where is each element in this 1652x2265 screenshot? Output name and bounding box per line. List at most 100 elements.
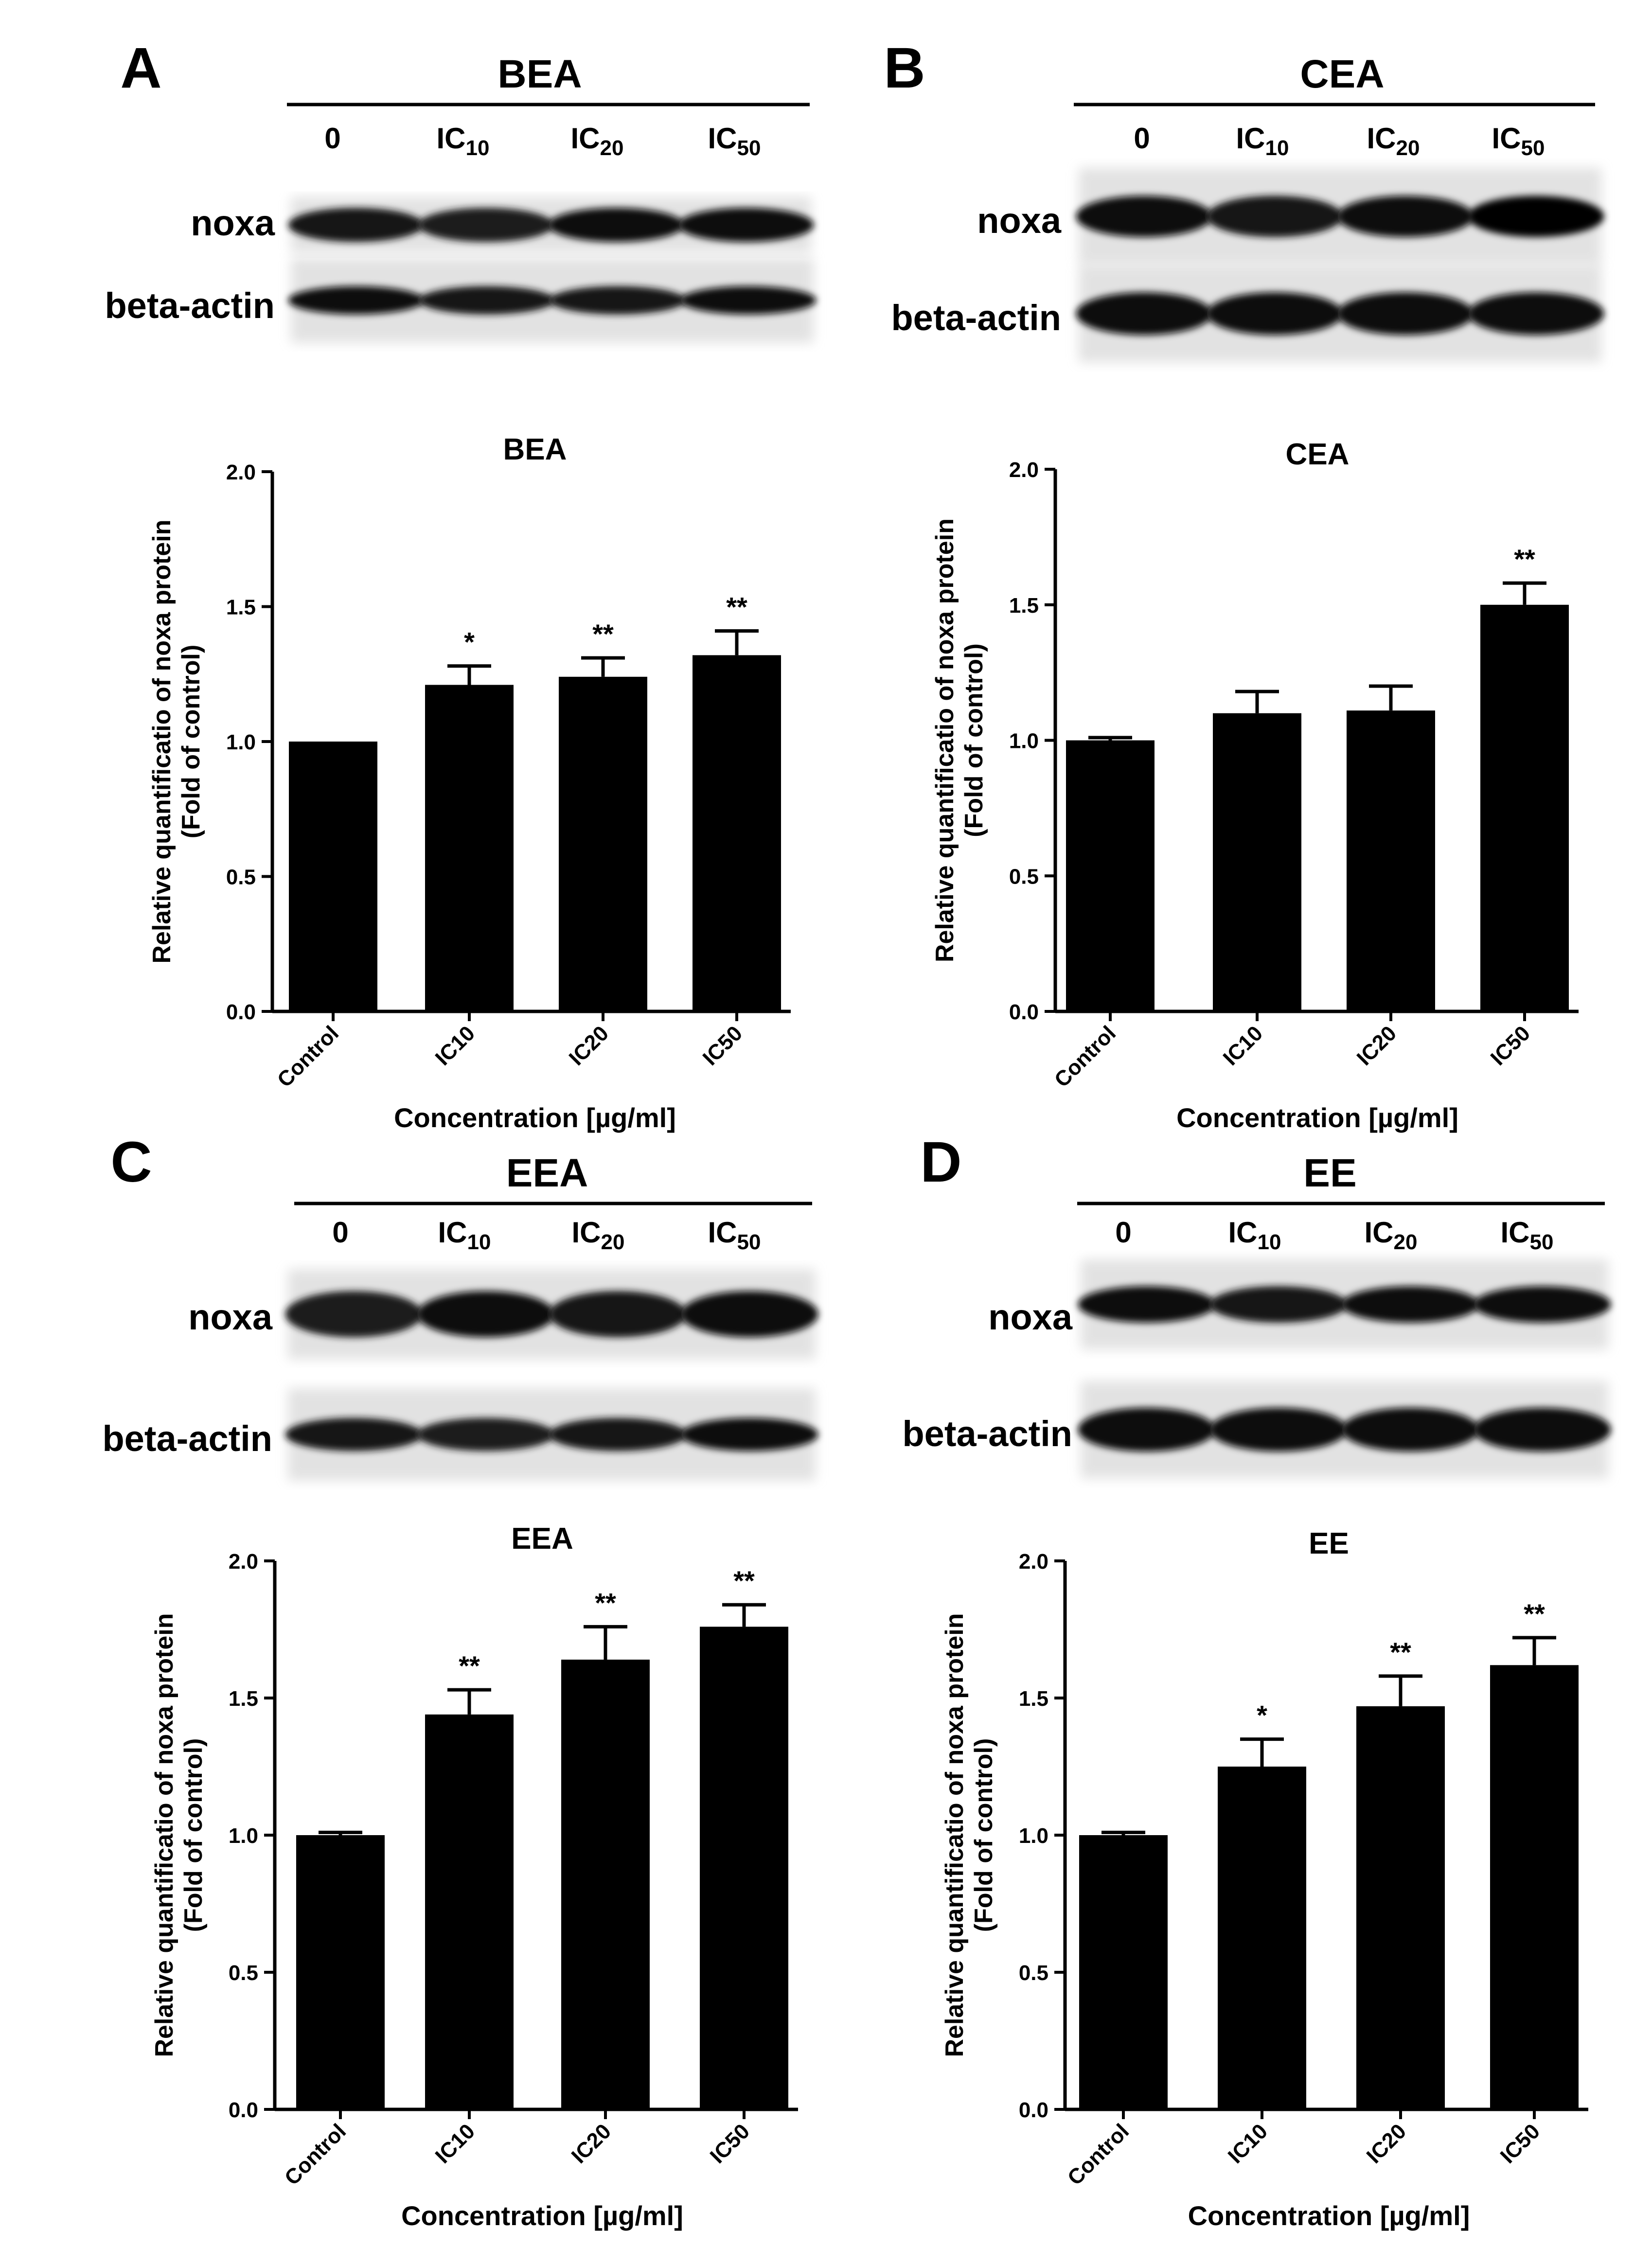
blot-band (1078, 1286, 1215, 1323)
x-tick-label: Control (1050, 1021, 1120, 1092)
blot-band (1078, 1408, 1215, 1451)
y-axis-label: Relative quantificatio of noxa protein (150, 1613, 178, 2057)
y-tick-label: 2.0 (1019, 1550, 1048, 1574)
x-tick-label: IC10 (431, 2119, 480, 2168)
bar (1480, 604, 1569, 1011)
panel-d: D EE 0 IC10 IC20 IC50 noxa beta-actin (902, 1130, 1611, 1478)
bar (425, 1714, 514, 2109)
blot-band (549, 1291, 687, 1337)
lane-label: IC50 (1501, 1216, 1554, 1254)
lane-label: IC20 (1367, 122, 1420, 160)
panel-letter: D (920, 1130, 961, 1194)
y-axis-label: Relative quantificatio of noxa protein (941, 1613, 969, 2057)
y-tick-label: 2.0 (1009, 458, 1039, 482)
blot-row-beta-actin: beta-actin (891, 265, 1604, 362)
blot-title: EEA (506, 1151, 588, 1195)
y-tick-label: 1.5 (1019, 1687, 1048, 1711)
blot-row-noxa: noxa (977, 168, 1604, 265)
y-tick-label: 1.5 (1009, 594, 1039, 618)
panel-letter: B (884, 36, 925, 100)
blot-band (548, 208, 684, 242)
lane-label: 0 (332, 1216, 348, 1249)
significance-label: * (1257, 1700, 1267, 1731)
bar-chart-cea: CEA 0.0 0.5 1.0 1.5 2.0 Control IC10 IC20 ** IC50 C… (931, 438, 1579, 1133)
x-axis-label: Concentration [µg/ml] (401, 2200, 683, 2231)
y-tick-label: 0.5 (1009, 865, 1039, 888)
x-tick-label: IC20 (1362, 2119, 1411, 2168)
bar (559, 676, 647, 1011)
lane-label: IC20 (571, 122, 624, 160)
x-tick-label: IC10 (431, 1021, 480, 1070)
lane-label: IC50 (1492, 122, 1545, 160)
blot-row-noxa: noxa (188, 1269, 818, 1359)
x-tick-label: IC50 (1496, 2119, 1545, 2168)
panel-b: B CEA 0 IC10 IC20 IC50 noxa beta-actin (884, 36, 1604, 362)
blot-row-label: noxa (977, 200, 1062, 241)
y-tick-label: 1.0 (226, 730, 256, 754)
blot-row-label: beta-actin (902, 1414, 1072, 1454)
blot-band (1076, 292, 1212, 335)
blot-band (419, 286, 555, 315)
y-tick-label: 1.5 (229, 1687, 258, 1711)
blot-band (681, 1291, 818, 1337)
y-tick-label: 1.0 (229, 1824, 258, 1848)
blot-band (681, 1418, 818, 1451)
blot-row-label: noxa (191, 203, 275, 243)
blot-title: EE (1303, 1151, 1356, 1195)
chart-title: EE (1309, 1527, 1349, 1560)
blot-band (1342, 1408, 1479, 1451)
blot-band (1209, 1286, 1347, 1323)
bar (1066, 740, 1155, 1011)
significance-label: ** (1514, 544, 1535, 574)
y-axis-label: (Fold of control) (177, 645, 205, 839)
bar (296, 1835, 385, 2109)
blot-row-beta-actin: beta-actin (902, 1381, 1611, 1478)
lane-label: 0 (324, 122, 340, 155)
chart-title: EEA (511, 1522, 573, 1556)
panel-letter: A (120, 36, 161, 100)
blot-row-beta-actin: beta-actin (102, 1388, 818, 1481)
y-tick-label: 0.5 (1019, 1961, 1048, 1985)
chart-title: CEA (1286, 438, 1350, 471)
lane-label: IC10 (437, 122, 490, 160)
blot-band (1468, 292, 1604, 335)
y-axis-label: Relative quantificatio of noxa protein (931, 518, 959, 962)
bar-chart-bea: BEA 0.0 0.5 1.0 1.5 2.0 Control * IC10 ** IC20 ** IC… (148, 433, 791, 1133)
bar (425, 685, 514, 1011)
blot-band (288, 208, 424, 242)
blot-band (1209, 1408, 1347, 1451)
y-axis-label: Relative quantificatio of noxa protein (148, 520, 176, 964)
y-tick-label: 0.5 (226, 866, 256, 889)
lane-label: 0 (1115, 1216, 1131, 1249)
lane-label: IC10 (1236, 122, 1289, 160)
lane-label: 0 (1134, 122, 1150, 155)
significance-label: ** (1390, 1637, 1411, 1667)
panel-a: A BEA 0 IC10 IC20 IC50 noxa beta-actin (105, 36, 817, 343)
blot-band (1468, 195, 1604, 237)
panel-letter: C (110, 1130, 152, 1194)
y-tick-label: 2.0 (229, 1550, 258, 1574)
x-tick-label: Control (280, 2119, 351, 2190)
x-tick-label: IC10 (1224, 2119, 1272, 2168)
bar (1490, 1665, 1579, 2109)
lane-label: IC50 (708, 122, 761, 160)
bar (1347, 710, 1435, 1011)
x-tick-label: IC20 (567, 2119, 616, 2168)
y-tick-label: 0.5 (229, 1961, 258, 1985)
bar (1218, 1767, 1306, 2109)
significance-label: ** (592, 619, 614, 649)
blot-title: CEA (1300, 52, 1384, 96)
significance-label: ** (726, 591, 747, 622)
blot-band (1207, 195, 1343, 237)
x-tick-label: Control (1063, 2119, 1134, 2190)
blot-band (417, 1291, 554, 1337)
blot-band (678, 208, 814, 242)
x-tick-label: IC50 (698, 1021, 747, 1070)
blot-band (680, 286, 817, 315)
blot-band (417, 1418, 554, 1451)
x-tick-label: IC20 (1352, 1021, 1401, 1070)
blot-row-noxa: noxa (191, 197, 814, 253)
blot-band (1207, 292, 1343, 335)
lane-label: IC10 (1228, 1216, 1281, 1254)
blot-band (550, 286, 686, 315)
